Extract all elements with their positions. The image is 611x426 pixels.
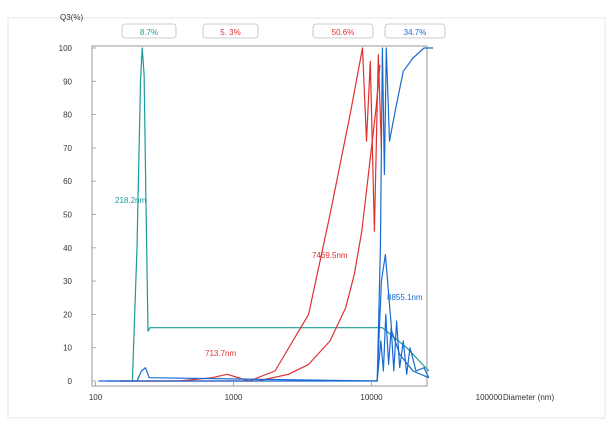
header-tab (121, 23, 177, 39)
y-tick-label: 40 (63, 244, 72, 253)
series-line-1 (131, 47, 430, 382)
header-tab-label: 8.7% (140, 28, 158, 37)
header-tab-label: 5. 3% (220, 28, 240, 37)
header-tab (202, 23, 259, 39)
series-line-4 (106, 47, 434, 382)
peak-annotation: 8855.1nm (387, 293, 423, 302)
series-line-2 (119, 47, 382, 382)
chart-frame (7, 17, 606, 419)
y-tick-label: 100 (59, 44, 73, 53)
chart-annotations: 218.2nm 713.7nm 7469.5nm 8855.1nm (115, 196, 423, 358)
y-tick-label: 0 (68, 377, 73, 386)
series-line-3 (119, 64, 381, 382)
y-axis-ticks: 0 10 20 30 40 50 60 70 80 90 100 (59, 44, 96, 386)
header-tab (384, 23, 446, 39)
y-tick-label: 90 (63, 77, 72, 86)
y-axis-label: Q3(%) (60, 13, 83, 22)
y-tick-label: 10 (63, 344, 72, 353)
series-line-6 (376, 253, 430, 382)
x-tick-label: 10000 (360, 393, 383, 402)
y-tick-label: 60 (63, 177, 72, 186)
header-tab-label: 50.6% (332, 28, 355, 37)
chart-series (98, 47, 434, 382)
peak-annotation: 7469.5nm (312, 251, 348, 260)
series-line-5 (376, 313, 430, 382)
y-tick-label: 30 (63, 277, 72, 286)
header-tab-label: 34.7% (404, 28, 427, 37)
y-tick-label: 70 (63, 144, 72, 153)
x-axis-label: Diameter (nm) (503, 393, 554, 402)
y-tick-label: 50 (63, 211, 72, 220)
x-tick-label: 100 (89, 393, 103, 402)
peak-annotation: 713.7nm (205, 349, 236, 358)
x-axis-ticks: 100 1000 10000 100000 (89, 382, 503, 402)
x-tick-label: 100000 (476, 393, 503, 402)
y-tick-label: 20 (63, 310, 72, 319)
peak-annotation: 218.2nm (115, 196, 146, 205)
plot-area (91, 45, 428, 387)
header-tab (312, 23, 374, 39)
header-tabs: 8.7% 5. 3% 50.6% 34.7% (121, 23, 446, 39)
y-tick-label: 80 (63, 111, 72, 120)
x-tick-label: 1000 (225, 393, 243, 402)
